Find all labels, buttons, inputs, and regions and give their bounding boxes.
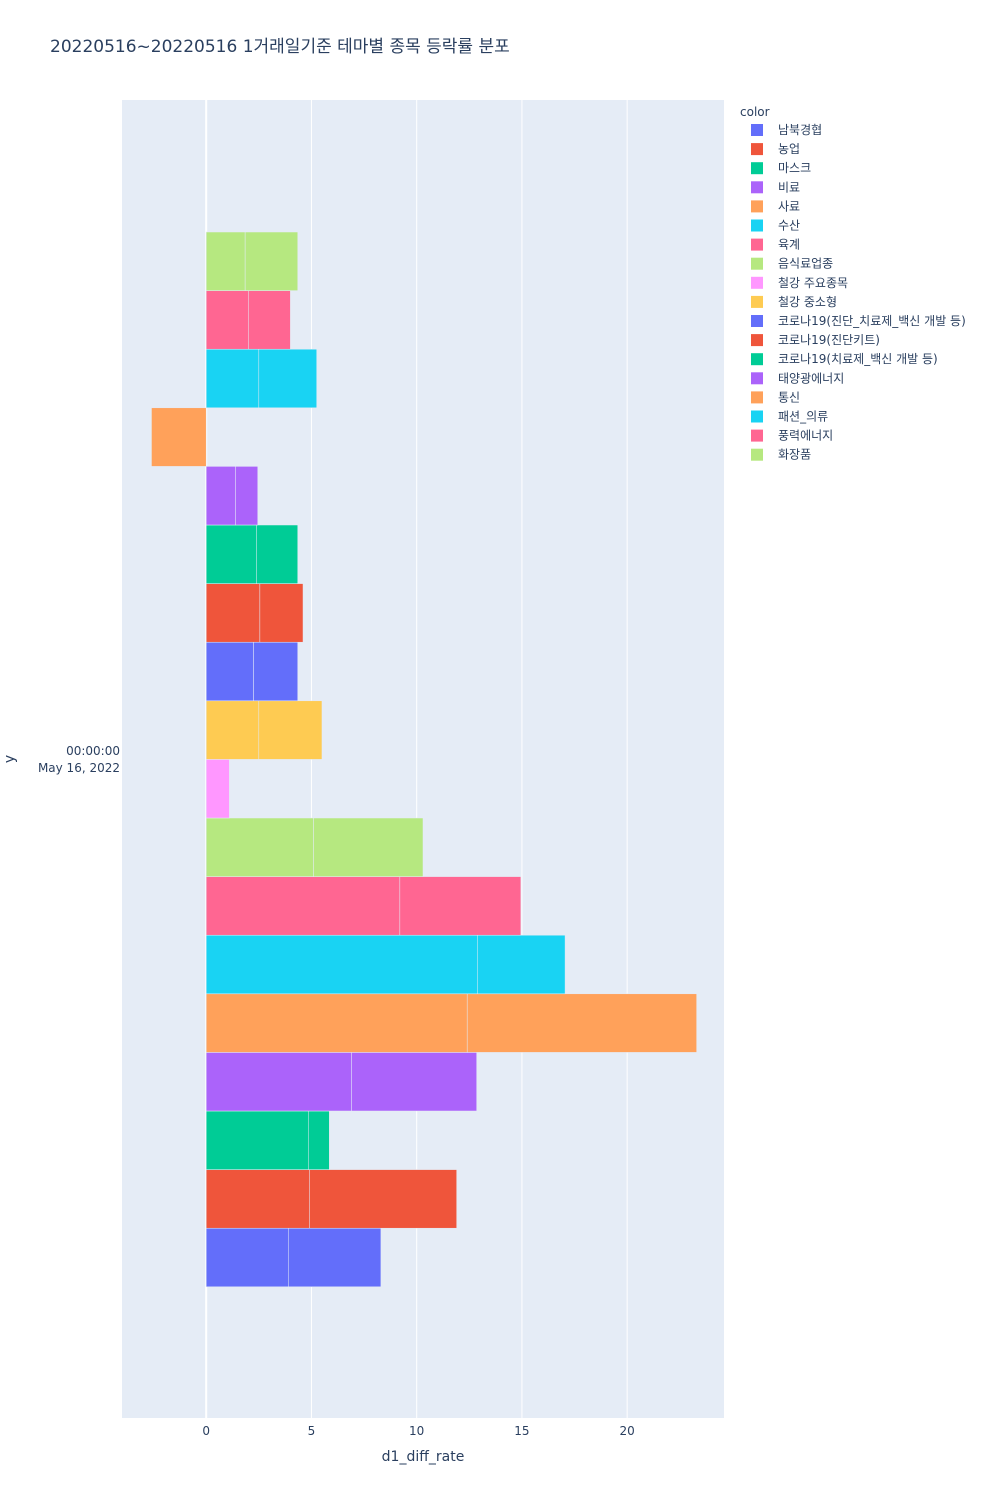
legend-label: 수산 [778, 219, 800, 233]
legend-label: 사료 [778, 199, 800, 213]
legend-label: 태양광에너지 [778, 371, 844, 385]
bar-segment [205, 524, 257, 584]
legend-label: 철강 주요종목 [778, 276, 848, 290]
bar-segment [205, 348, 260, 409]
bar-segment [258, 348, 317, 409]
legend-label: 패션_의류 [778, 410, 828, 424]
bar-segment [205, 700, 260, 760]
bar-segment [151, 407, 207, 467]
legend-label: 철강 중소형 [778, 295, 837, 309]
bar-segment [205, 759, 230, 819]
bar-segment [477, 934, 566, 995]
legend-label: 음식료업종 [778, 257, 833, 271]
legend-label: 비료 [778, 180, 800, 194]
bar-segment [205, 641, 254, 702]
legend-swatch [751, 276, 763, 289]
legend-label: 코로나19(치료제_백신 개발 등) [778, 352, 938, 366]
bar-segment [205, 231, 246, 291]
legend-label: 코로나19(진단_치료제_백신 개발 등) [778, 314, 966, 328]
bar-segment [205, 993, 468, 1053]
bar-segment [248, 290, 291, 350]
legend-swatch [751, 429, 763, 442]
bar-segment [205, 817, 314, 877]
legend-swatch [751, 391, 763, 404]
legend-swatch [751, 315, 763, 327]
bar-segment [205, 1110, 309, 1170]
bar-segment [205, 1052, 352, 1112]
bar-segment [253, 641, 299, 702]
x-axis-title: d1_diff_rate [382, 1449, 465, 1465]
legend-label: 남북경협 [778, 123, 822, 137]
legend-swatch [751, 238, 763, 251]
chart-title: 20220516~20220516 1거래일기준 테마별 종목 등락률 분포 [50, 37, 510, 57]
bar-segment [256, 524, 299, 584]
legend-swatch [751, 257, 763, 270]
bar-segment [308, 1110, 330, 1170]
legend-title: color [740, 105, 770, 119]
bar-segment [259, 583, 304, 643]
x-tick-label: 0 [202, 1424, 210, 1438]
legend-label: 농업 [778, 142, 800, 156]
bar-segment [205, 1169, 310, 1229]
legend-label: 육계 [778, 238, 800, 252]
legend-swatch [751, 181, 763, 194]
bar-segment [313, 817, 424, 877]
x-tick-label: 5 [308, 1424, 316, 1438]
legend-label: 화장품 [778, 448, 811, 462]
x-tick-label: 10 [409, 1424, 424, 1438]
legend-swatch [751, 200, 763, 213]
y-axis-title: y [2, 755, 18, 763]
bar-segment [288, 1227, 382, 1288]
x-tick-label: 15 [514, 1424, 529, 1438]
legend-swatch [751, 372, 763, 385]
bar-segment [205, 1227, 289, 1288]
legend-label: 코로나19(진단키트) [778, 333, 880, 347]
legend-swatch [751, 334, 763, 347]
y-tick-label-time: 00:00:00 [66, 744, 120, 758]
legend-swatch [751, 219, 763, 232]
legend-swatch [751, 162, 763, 175]
legend-swatch [751, 448, 763, 461]
bar-segment [205, 583, 261, 643]
bar-segment [205, 934, 478, 995]
bar-segment [205, 290, 249, 350]
bar-segment [205, 876, 401, 936]
legend-label: 풍력에너지 [778, 429, 833, 443]
bar-segment [235, 466, 259, 526]
y-tick-label-date: May 16, 2022 [38, 761, 120, 775]
bar-segment [258, 700, 323, 760]
legend-swatch [751, 353, 763, 366]
legend-label: 마스크 [778, 161, 811, 175]
legend-swatch [751, 124, 763, 136]
bar-segment [399, 876, 522, 936]
legend-swatch [751, 410, 763, 423]
bar-segment [309, 1169, 457, 1229]
legend-label: 통신 [778, 390, 800, 404]
bar-segment [244, 231, 299, 291]
bar-segment [466, 993, 697, 1053]
bar-segment [351, 1052, 477, 1112]
x-tick-label: 20 [620, 1424, 635, 1438]
legend-swatch [751, 295, 763, 308]
legend-swatch [751, 143, 763, 156]
bar-segment [205, 466, 236, 526]
